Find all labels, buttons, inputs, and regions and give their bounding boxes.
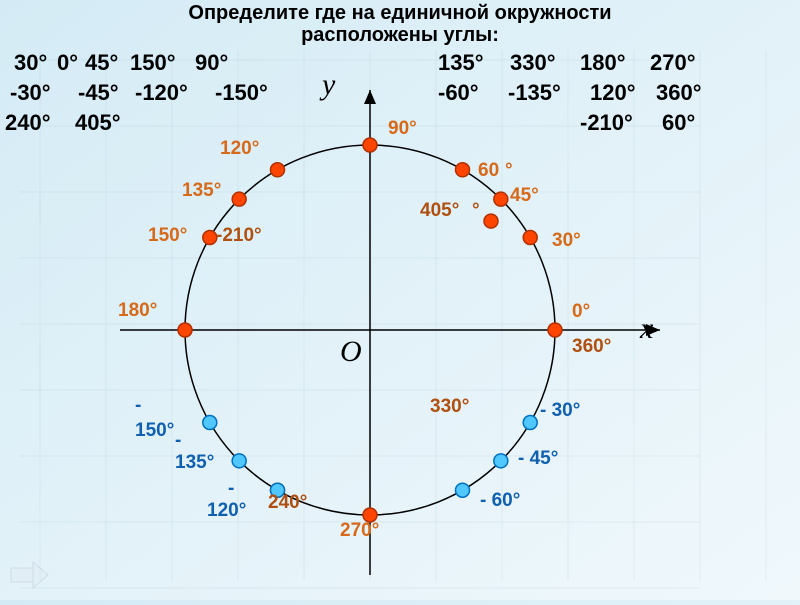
origin-label: O bbox=[340, 335, 362, 369]
angle-label: - 30° bbox=[540, 400, 580, 422]
next-slide-button[interactable] bbox=[10, 560, 50, 590]
angle-label: - bbox=[175, 430, 181, 452]
angle-label: - 45° bbox=[518, 448, 558, 470]
axis-label-y: y bbox=[322, 68, 335, 102]
angle-label: 330° bbox=[430, 396, 469, 418]
angle-label: - bbox=[135, 395, 141, 417]
angle-label: 30° bbox=[552, 230, 581, 252]
axis-label-x: x bbox=[640, 312, 653, 346]
angle-label: 45° bbox=[510, 185, 539, 207]
angle-label: 405° bbox=[420, 200, 459, 222]
angle-label: - bbox=[228, 478, 234, 500]
angle-label: 150° bbox=[148, 225, 187, 247]
angle-label: 270° bbox=[340, 520, 379, 542]
angle-label: 120° bbox=[207, 500, 246, 522]
angle-label: 135° bbox=[175, 452, 214, 474]
angle-label: 150° bbox=[135, 420, 174, 442]
angle-label: 360° bbox=[572, 336, 611, 358]
angle-label: 120° bbox=[220, 138, 259, 160]
angle-label: 60 bbox=[478, 160, 499, 182]
angle-label: ° bbox=[505, 160, 513, 182]
angle-label: ° bbox=[472, 200, 480, 222]
angle-label: 0° bbox=[572, 301, 590, 323]
angle-label: -210° bbox=[216, 225, 262, 247]
angle-label: 90° bbox=[388, 118, 417, 140]
angle-label: 135° bbox=[182, 180, 221, 202]
angle-label: 180° bbox=[118, 300, 157, 322]
angle-label: - 60° bbox=[480, 490, 520, 512]
angle-label: 240° bbox=[268, 492, 307, 514]
